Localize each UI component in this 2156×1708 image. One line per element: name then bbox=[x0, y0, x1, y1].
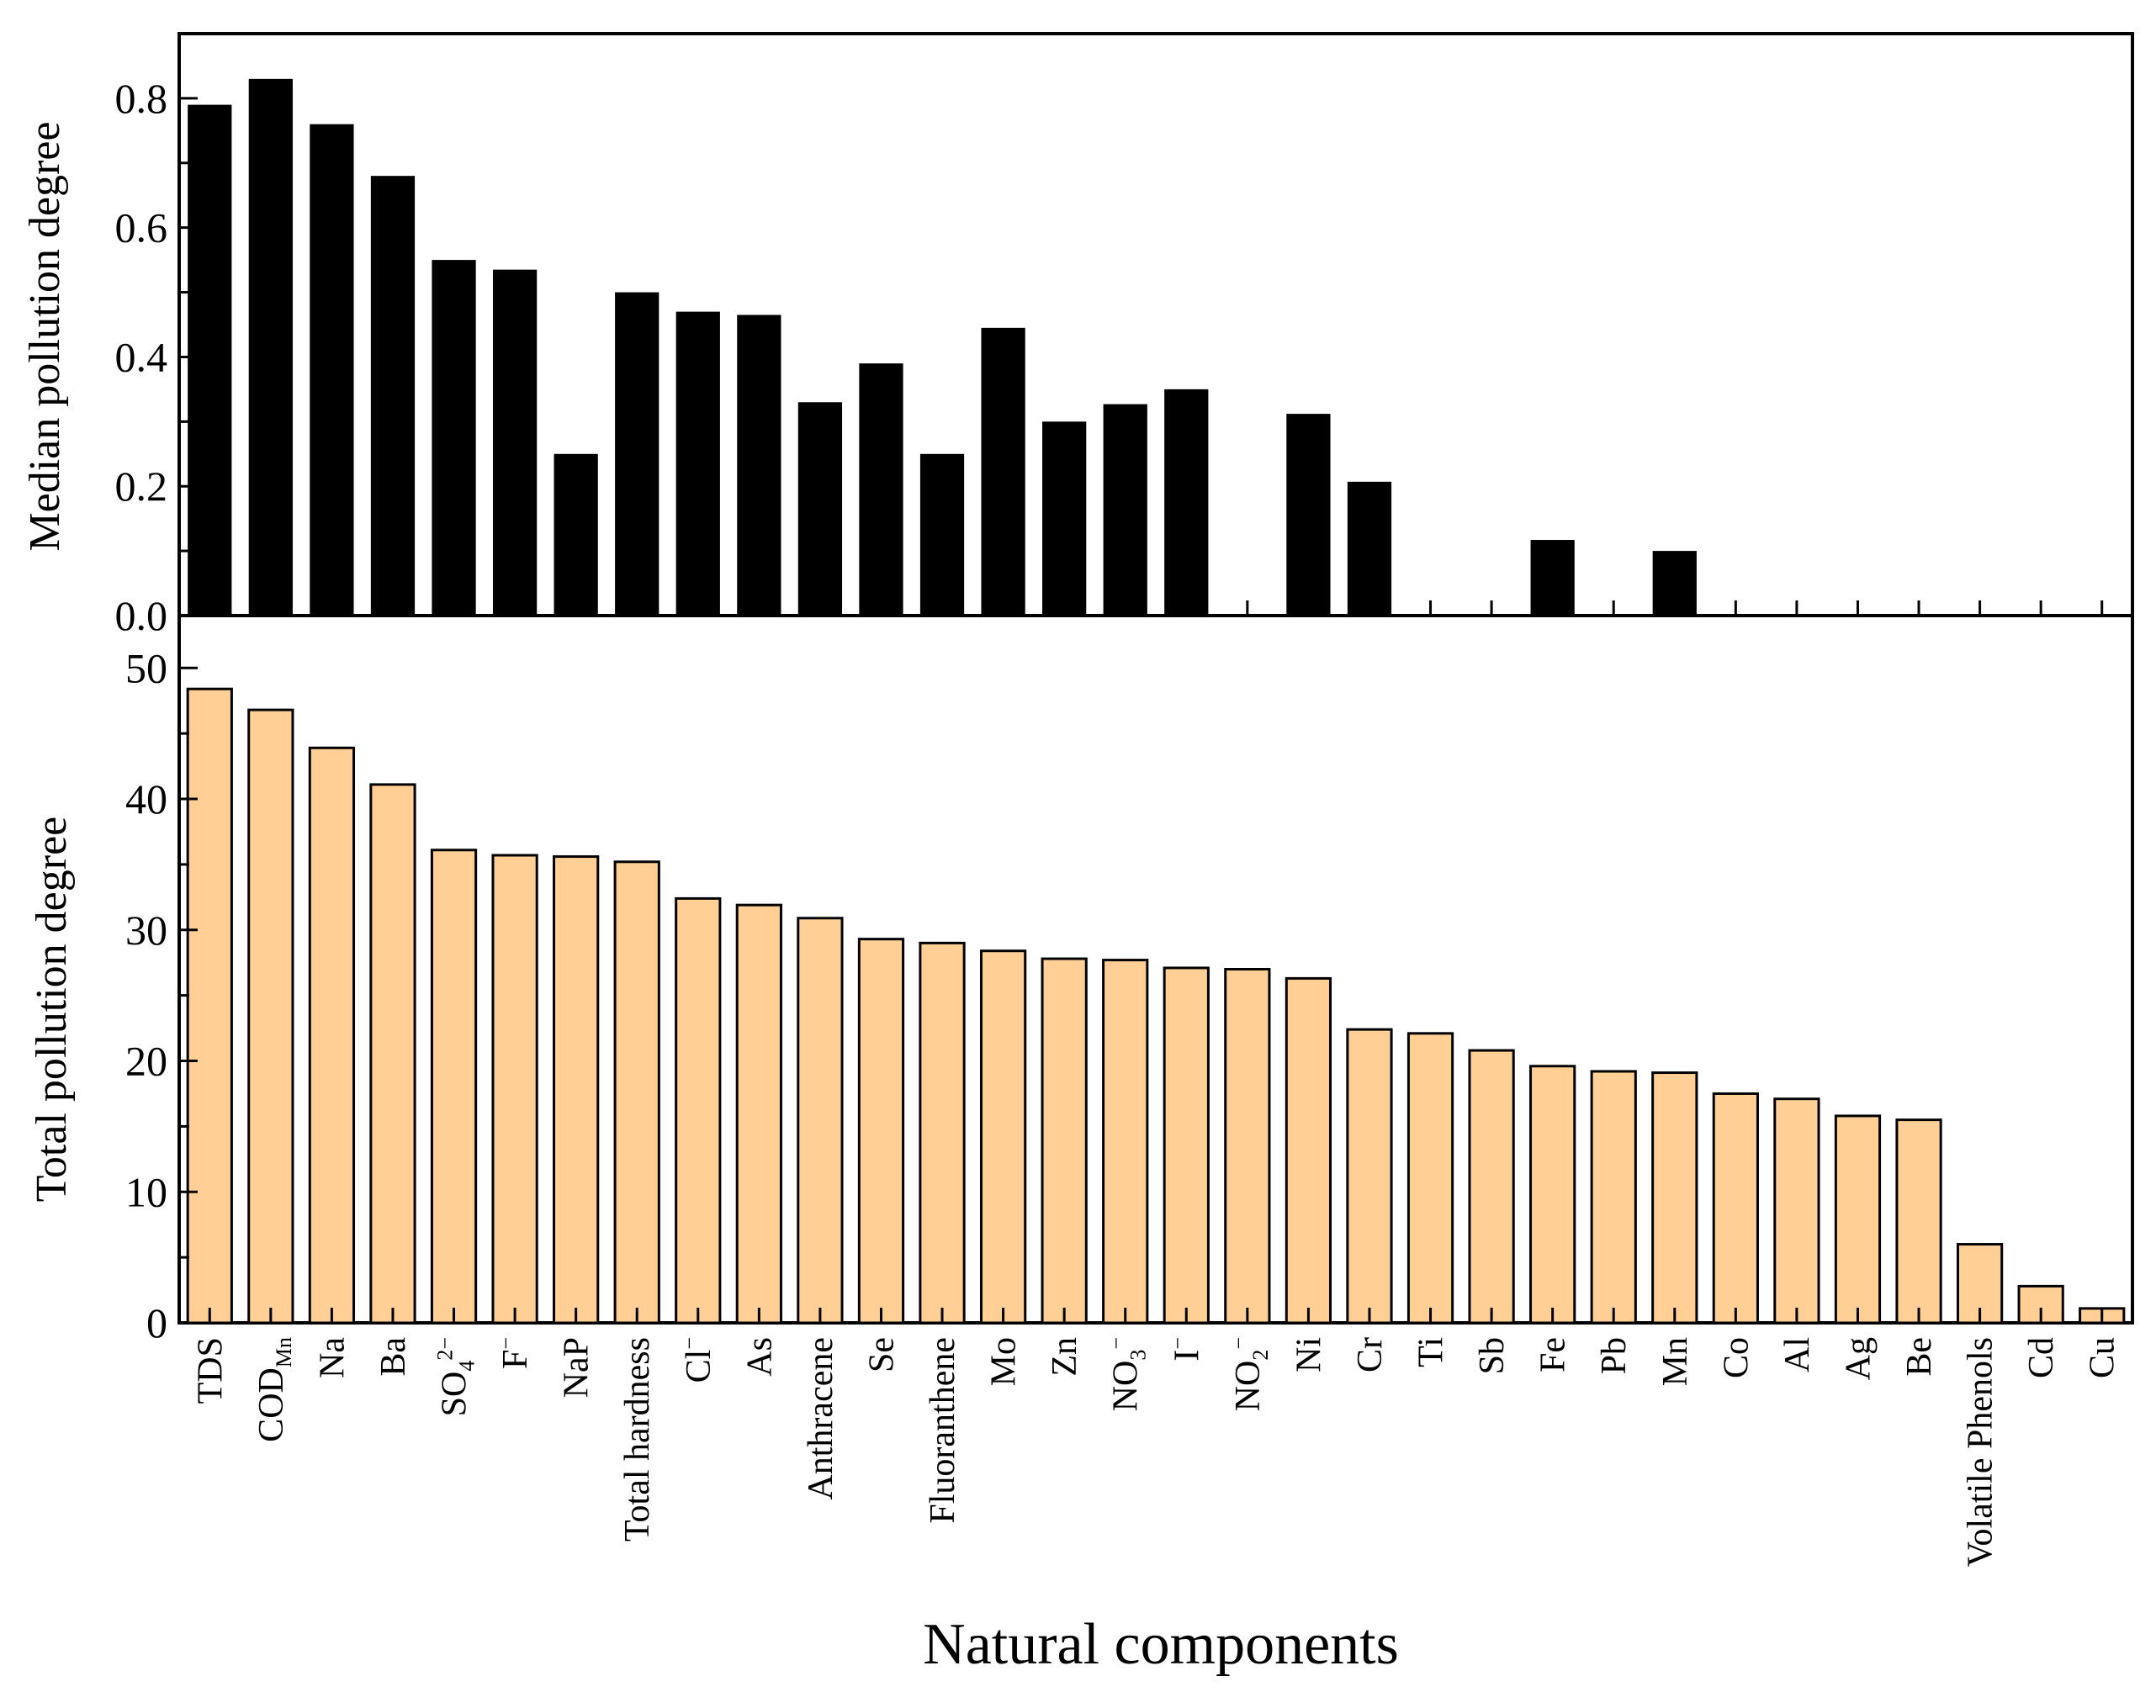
bottom-bar bbox=[857, 938, 905, 1325]
bottom-y-axis-title: Total pollution degree bbox=[28, 817, 76, 1202]
bottom-bar bbox=[1529, 1065, 1576, 1325]
bottom-bar bbox=[1041, 957, 1088, 1325]
top-bar bbox=[797, 402, 843, 616]
x-tick-label: NaP bbox=[558, 1337, 596, 1398]
top-bar bbox=[1347, 481, 1392, 616]
x-tick-label: Ni bbox=[1290, 1337, 1328, 1372]
top-y-tick-label: 0.0 bbox=[115, 592, 168, 639]
bottom-bar bbox=[1102, 959, 1149, 1325]
x-tick-label: Total hardness bbox=[618, 1337, 657, 1541]
x-tick-label: Mo bbox=[985, 1337, 1024, 1386]
x-tick-label: Co bbox=[1717, 1337, 1756, 1378]
bottom-bar bbox=[1895, 1118, 1942, 1325]
x-tick-label: Ti bbox=[1412, 1337, 1451, 1367]
bottom-bar bbox=[308, 746, 356, 1325]
x-tick-label: Fluoranthene bbox=[924, 1337, 962, 1524]
x-tick-label: Pb bbox=[1595, 1337, 1634, 1374]
bottom-bar bbox=[1346, 1028, 1393, 1325]
x-tick-label: NO2− bbox=[1226, 1337, 1273, 1411]
x-tick-label: As bbox=[740, 1337, 779, 1377]
bottom-bar bbox=[553, 855, 600, 1325]
top-bar bbox=[1286, 414, 1331, 616]
top-y-tick-label: 0.2 bbox=[115, 463, 168, 510]
x-tick-label: Anthracene bbox=[802, 1337, 840, 1500]
top-bar bbox=[675, 311, 720, 616]
top-bar bbox=[737, 315, 781, 616]
top-bar bbox=[492, 269, 538, 616]
bottom-bar bbox=[1834, 1114, 1882, 1325]
top-bar bbox=[188, 104, 232, 616]
top-y-tick-label: 0.6 bbox=[115, 204, 168, 251]
x-tick-label: Cr bbox=[1351, 1337, 1390, 1372]
bottom-bar bbox=[1651, 1071, 1698, 1325]
bottom-y-tick-label: 20 bbox=[125, 1038, 167, 1085]
bottom-y-tick-label: 40 bbox=[125, 775, 167, 822]
x-tick-label: Cl− bbox=[677, 1337, 718, 1383]
bottom-bar bbox=[919, 941, 966, 1325]
bottom-bar bbox=[369, 783, 416, 1325]
bottom-bar bbox=[675, 896, 722, 1325]
bottom-bar bbox=[186, 687, 233, 1325]
x-tick-label: Mn bbox=[1656, 1337, 1695, 1386]
bottom-y-tick-label: 0 bbox=[146, 1299, 167, 1346]
bottom-bar bbox=[1773, 1097, 1820, 1325]
bottom-bar bbox=[491, 854, 538, 1325]
bottom-bar bbox=[1285, 976, 1332, 1325]
top-bar bbox=[1103, 404, 1147, 616]
top-bar bbox=[919, 453, 965, 616]
bottom-frame bbox=[177, 614, 2134, 1325]
bottom-bar bbox=[1712, 1092, 1759, 1325]
x-tick-label: Se bbox=[862, 1337, 901, 1372]
bottom-bar bbox=[430, 849, 478, 1325]
x-tick-label: Cd bbox=[2022, 1337, 2061, 1378]
x-tick-label: NO3− bbox=[1104, 1337, 1151, 1411]
top-y-axis-title: Median pollution degree bbox=[21, 121, 69, 551]
x-tick-label: Fe bbox=[1534, 1337, 1573, 1372]
top-bar bbox=[859, 363, 903, 616]
x-tick-label: Al bbox=[1778, 1337, 1817, 1372]
x-tick-label: Zn bbox=[1046, 1337, 1084, 1377]
bottom-bar bbox=[613, 860, 660, 1325]
bottom-bar bbox=[797, 917, 844, 1325]
top-bar bbox=[554, 453, 598, 616]
bottom-bar bbox=[1406, 1032, 1454, 1325]
x-tick-label: Be bbox=[1900, 1337, 1939, 1377]
bottom-y-tick-label: 30 bbox=[125, 907, 167, 954]
median-panel: 0.0 0.2 0.4 0.6 0.8 bbox=[115, 32, 2134, 639]
x-tick-label: Cu bbox=[2084, 1337, 2122, 1378]
bottom-bar bbox=[1163, 966, 1210, 1325]
top-bar bbox=[981, 327, 1025, 616]
top-bar bbox=[370, 176, 416, 616]
x-tick-label: SO42− bbox=[433, 1337, 479, 1416]
bottom-bar bbox=[1468, 1049, 1515, 1325]
bottom-bar bbox=[735, 903, 782, 1325]
top-bar bbox=[1164, 389, 1209, 616]
top-y-tick-label: 0.4 bbox=[115, 333, 168, 380]
top-bar bbox=[248, 78, 293, 616]
bottom-bar bbox=[1224, 968, 1271, 1325]
bottom-bar bbox=[979, 949, 1027, 1325]
x-tick-label: Sb bbox=[1473, 1337, 1512, 1374]
x-axis-title: Natural components bbox=[923, 1612, 1399, 1677]
top-bar bbox=[310, 124, 354, 616]
bottom-y-tick-label: 50 bbox=[125, 644, 167, 691]
total-panel: 0 10 20 30 40 50 bbox=[125, 614, 2134, 1346]
top-bar bbox=[1042, 421, 1087, 616]
x-tick-label: Volatile Phenols bbox=[1962, 1337, 2000, 1567]
x-tick-label: TDS bbox=[191, 1337, 230, 1404]
x-tick-label: Na bbox=[313, 1337, 352, 1378]
bottom-bar bbox=[1590, 1070, 1637, 1325]
x-tick-label: Ag bbox=[1839, 1337, 1878, 1380]
x-tick-label: Ba bbox=[374, 1337, 413, 1377]
top-bar bbox=[432, 260, 476, 616]
bottom-bar bbox=[247, 708, 294, 1325]
top-y-tick-label: 0.8 bbox=[115, 75, 168, 122]
bottom-y-tick-label: 10 bbox=[125, 1168, 167, 1215]
top-bar bbox=[615, 292, 660, 616]
